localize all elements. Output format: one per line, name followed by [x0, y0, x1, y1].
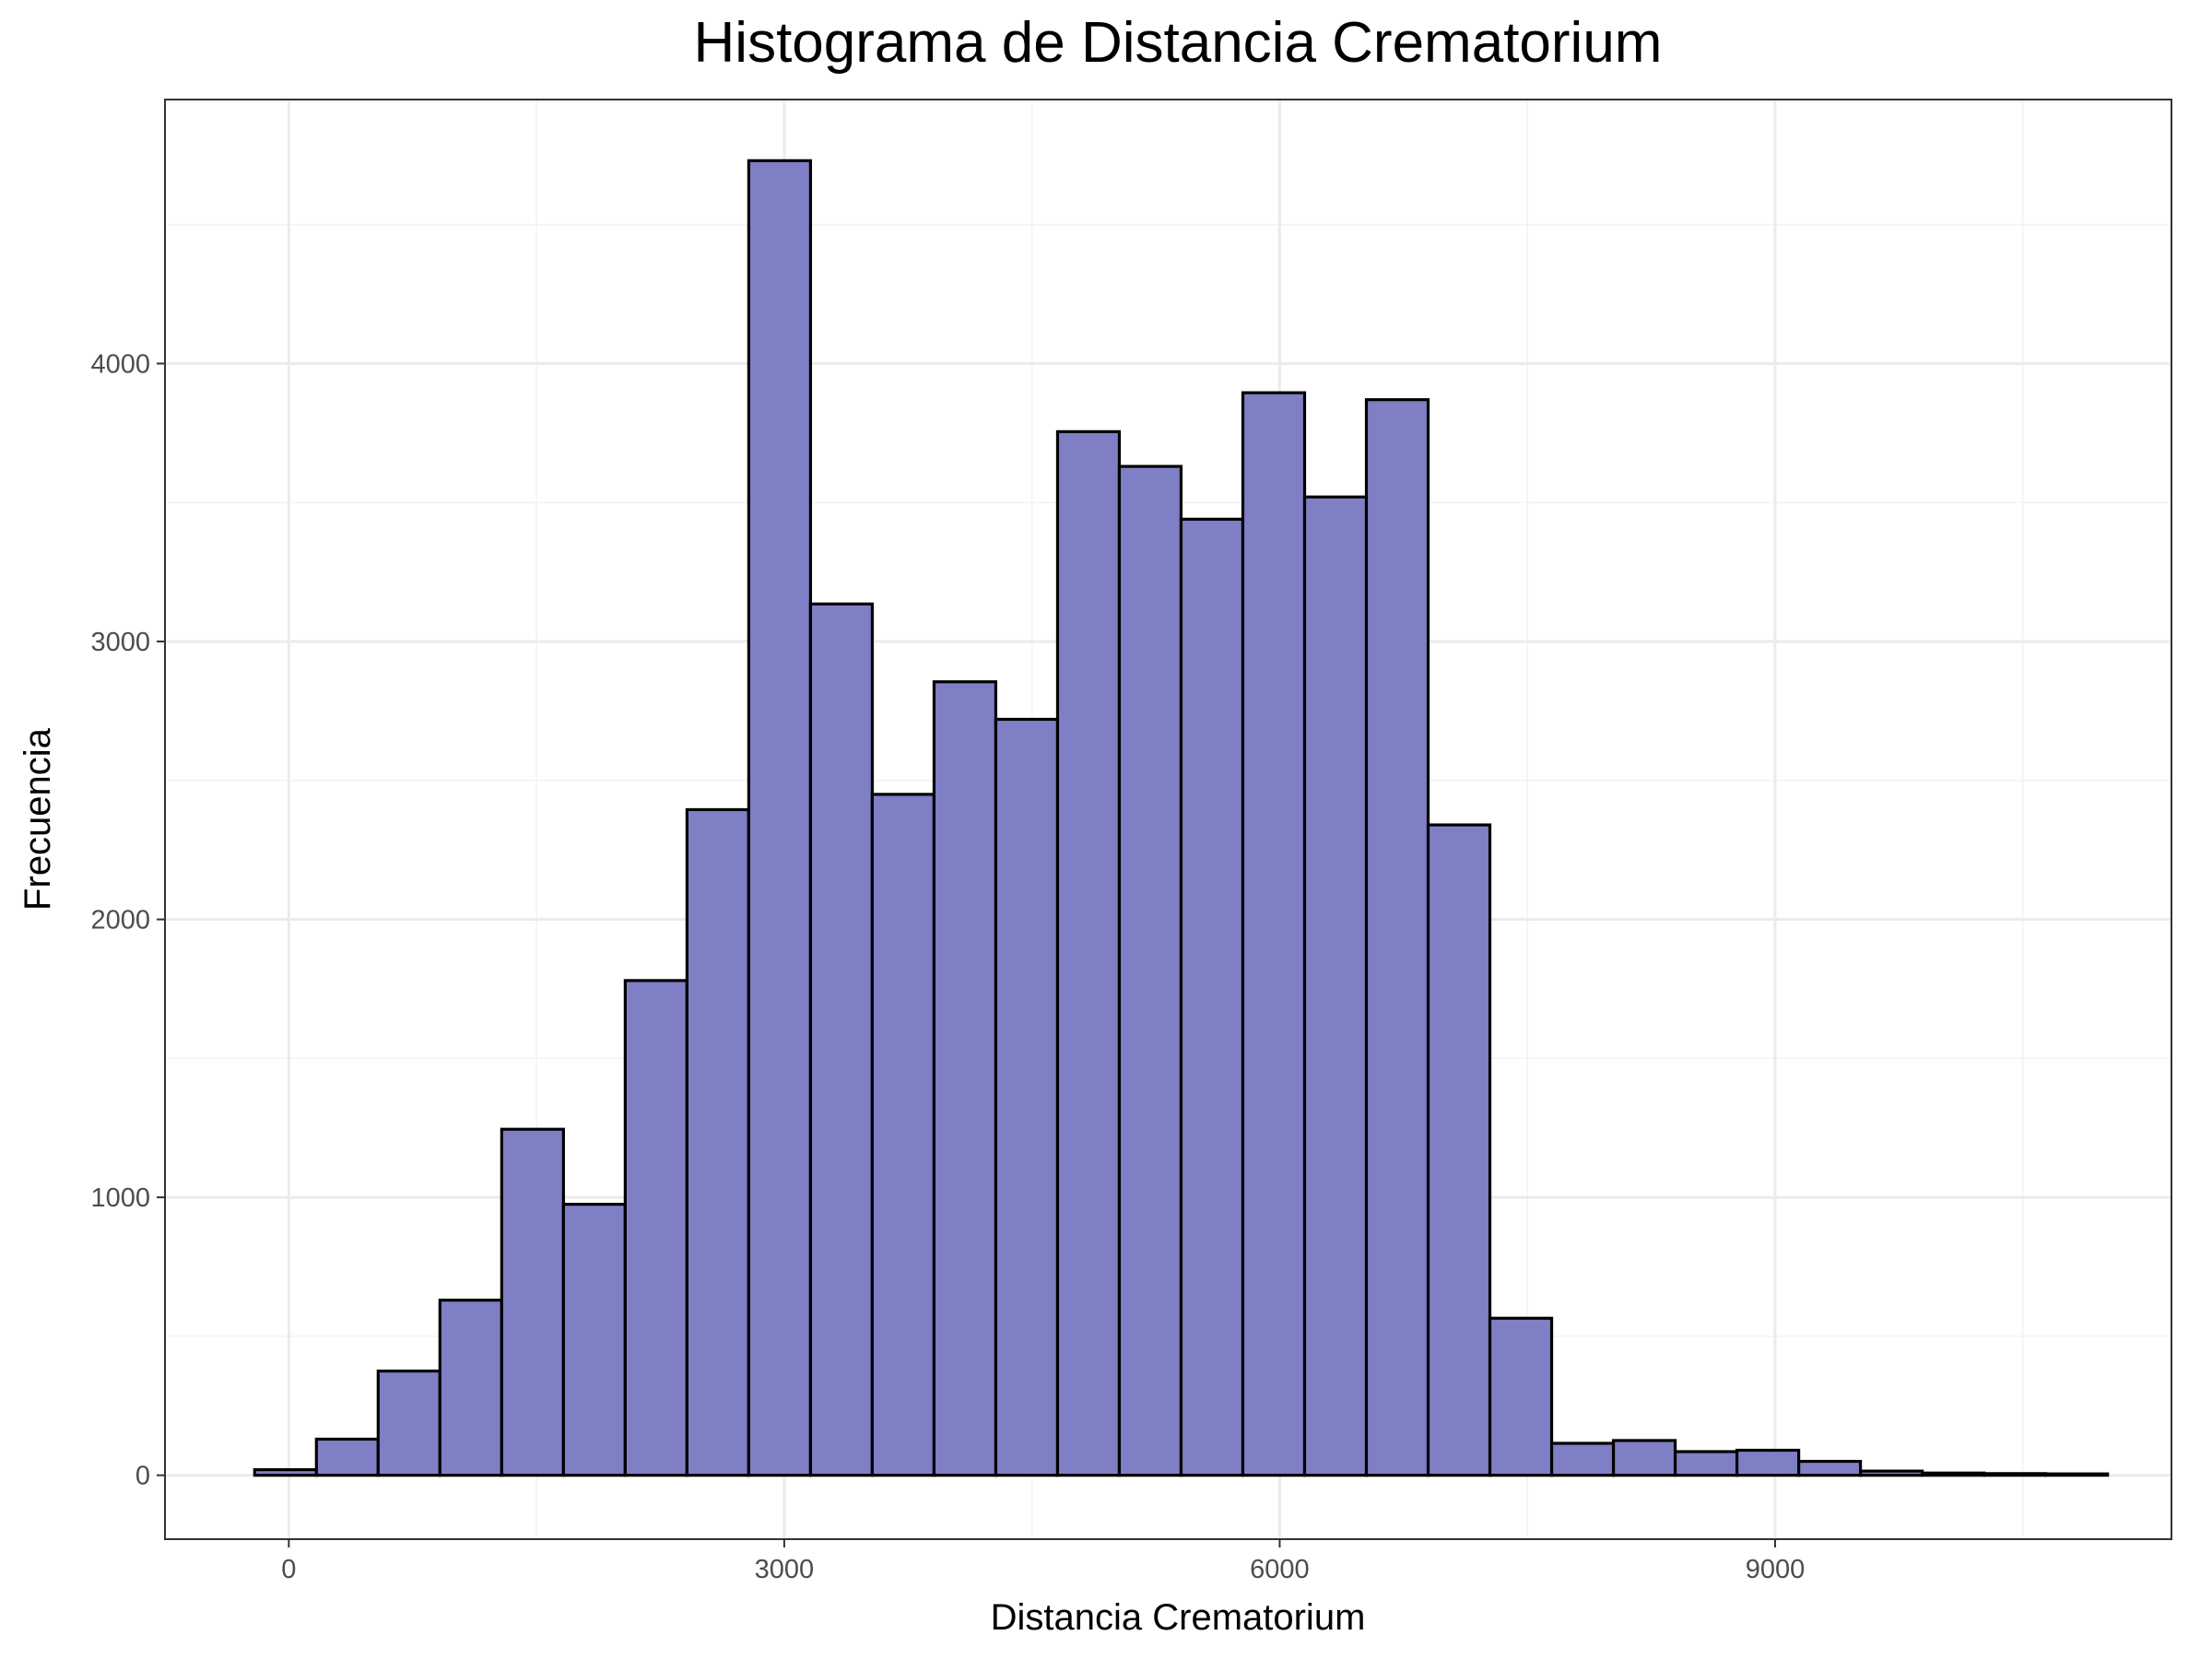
x-axis-title: Distancia Crematorium [991, 1597, 1366, 1638]
histogram-bar [2044, 1472, 2110, 1477]
histogram-bar [1055, 429, 1122, 1477]
x-tick-label: 6000 [1250, 1555, 1310, 1584]
x-axis: 0 3000 6000 9000 [281, 1539, 1805, 1584]
histogram-bar [1364, 398, 1430, 1477]
histogram-bar [1673, 1450, 1739, 1477]
y-tick-label: 4000 [90, 349, 150, 379]
histogram-bar [685, 807, 750, 1477]
histogram-bar [1983, 1472, 2048, 1477]
histogram-bar [1859, 1469, 1924, 1477]
histogram-bar [561, 1203, 627, 1477]
histogram-bar [253, 1468, 318, 1477]
histogram-bar [1921, 1471, 1986, 1477]
x-tick-label: 9000 [1746, 1555, 1806, 1584]
histogram-bar [1302, 495, 1369, 1477]
chart-title: Histograma de Distancia Crematorium [694, 11, 1663, 75]
histogram-bar [623, 979, 688, 1477]
y-axis: 0 1000 2000 3000 4000 [90, 349, 165, 1491]
histogram-bar [1426, 823, 1492, 1477]
y-axis-title: Frecuencia [18, 727, 58, 911]
histogram-bar [994, 717, 1060, 1477]
histogram-bar [1241, 391, 1307, 1477]
x-tick-label: 3000 [755, 1555, 815, 1584]
panel-border [164, 99, 2172, 1540]
histogram-bar [314, 1437, 380, 1477]
histogram-bar [747, 159, 813, 1477]
histogram-bar [870, 793, 936, 1477]
histogram-bar [1549, 1441, 1616, 1477]
y-tick-label: 0 [135, 1462, 150, 1491]
histogram-bar [1611, 1439, 1677, 1477]
histogram-bar [1179, 517, 1245, 1477]
histogram-bar [808, 602, 875, 1477]
x-tick-label: 0 [281, 1555, 296, 1584]
histogram-bar [376, 1369, 441, 1477]
y-tick-label: 2000 [90, 906, 150, 935]
histogram-bar [1488, 1316, 1554, 1477]
histogram-bar [438, 1299, 503, 1477]
histogram-bars [253, 159, 2110, 1477]
histogram-bar [500, 1127, 565, 1477]
histogram-bar [1117, 465, 1183, 1477]
histogram-bar [1735, 1448, 1801, 1477]
histogram-bar [1796, 1459, 1863, 1477]
histogram-bar [932, 680, 998, 1477]
y-tick-label: 3000 [90, 628, 150, 657]
y-tick-label: 1000 [90, 1183, 150, 1213]
